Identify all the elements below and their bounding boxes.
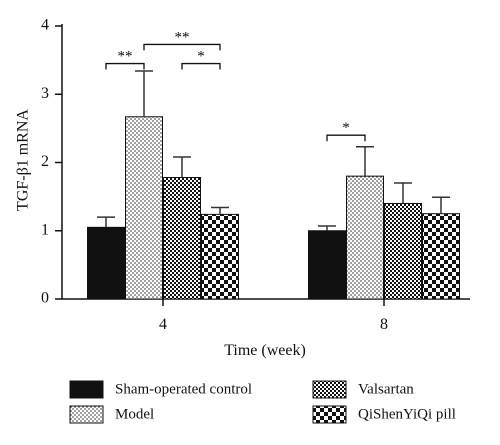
legend-label: Valsartan <box>358 381 414 397</box>
legend-label: QiShenYiQi pill <box>358 406 456 422</box>
error-bars <box>97 70 450 231</box>
bar <box>163 177 201 300</box>
significance-label: ** <box>118 49 133 65</box>
significance-bracket <box>326 134 366 142</box>
significance-label: * <box>342 120 350 136</box>
y-tick-label: 4 <box>41 17 49 34</box>
legend-swatch <box>312 405 347 424</box>
legend-label: Sham-operated control <box>115 381 252 397</box>
bar <box>201 213 239 300</box>
bar <box>422 213 460 300</box>
legend-swatch <box>312 380 347 399</box>
bar <box>384 202 422 300</box>
legend-label: Model <box>115 406 154 422</box>
y-tick-label: 1 <box>41 221 49 238</box>
bar <box>125 116 163 300</box>
significance-bracket <box>143 43 221 51</box>
significance-brackets: ****** <box>105 29 366 142</box>
bars <box>87 116 460 300</box>
y-axis-title: TGF-β1 mRNA <box>15 109 32 211</box>
significance-bracket <box>105 62 145 70</box>
x-tick-label: 4 <box>159 316 167 333</box>
significance-label: ** <box>175 29 190 45</box>
bar <box>87 226 125 300</box>
legend-swatch <box>69 405 104 424</box>
y-ticks: 0 1 2 3 4 <box>41 17 62 307</box>
y-tick-label: 2 <box>41 153 49 170</box>
bar <box>308 230 346 300</box>
x-tick-label: 8 <box>380 316 388 333</box>
legend: Sham-operated control Model Valsartan QiShe… <box>69 380 456 424</box>
bar <box>346 175 384 300</box>
x-axis-title: Time (week) <box>224 342 306 359</box>
significance-label: * <box>197 49 205 65</box>
y-tick-label: 3 <box>41 85 49 102</box>
significance-bracket <box>181 62 221 70</box>
legend-swatch <box>69 380 104 399</box>
y-tick-label: 0 <box>41 290 49 307</box>
